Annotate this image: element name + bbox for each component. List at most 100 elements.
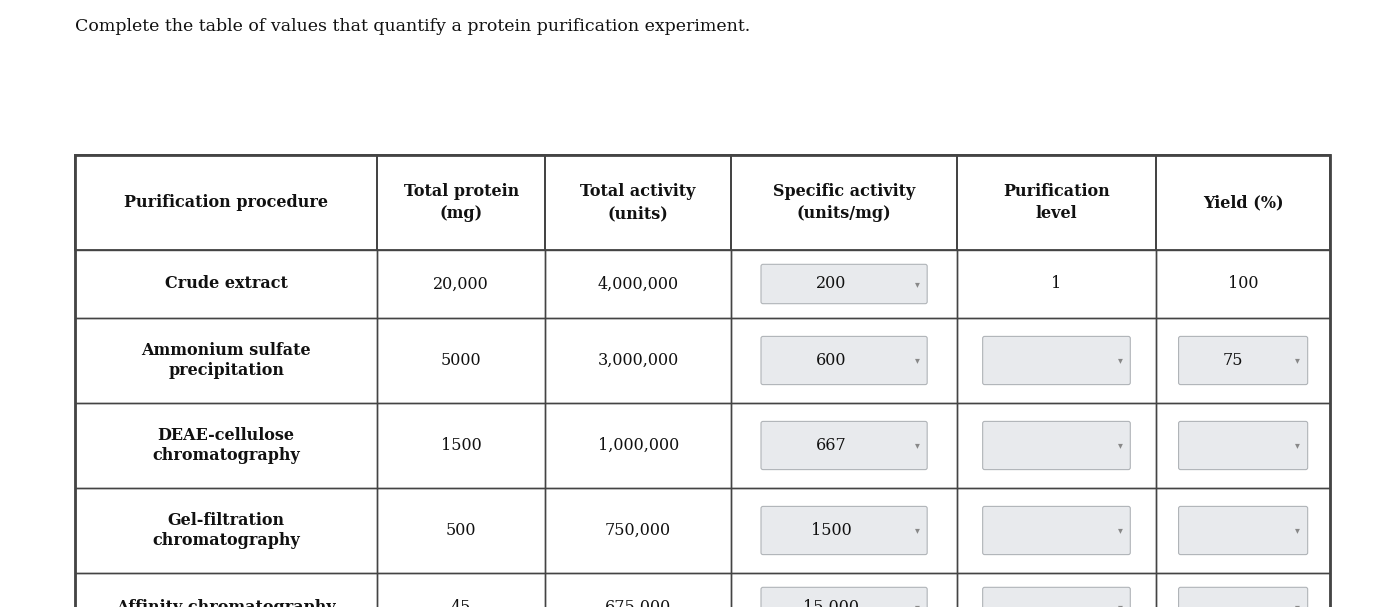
Text: Crude extract: Crude extract <box>165 276 287 293</box>
Text: 750,000: 750,000 <box>605 522 671 539</box>
Text: 100: 100 <box>1227 276 1258 293</box>
Text: 45: 45 <box>451 599 472 607</box>
FancyBboxPatch shape <box>761 506 927 555</box>
Bar <box>957 403 1157 488</box>
Bar <box>1157 488 1330 573</box>
Bar <box>1157 403 1330 488</box>
Bar <box>545 403 731 488</box>
Text: Affinity chromatography: Affinity chromatography <box>117 599 336 607</box>
FancyBboxPatch shape <box>982 506 1130 555</box>
Text: 15,000: 15,000 <box>803 599 859 607</box>
Text: (units): (units) <box>608 205 669 222</box>
Bar <box>957 250 1157 318</box>
Text: (units/mg): (units/mg) <box>796 205 892 222</box>
Bar <box>957 573 1157 607</box>
Bar <box>957 318 1157 403</box>
Text: 667: 667 <box>816 437 846 454</box>
Text: 1,000,000: 1,000,000 <box>598 437 678 454</box>
Bar <box>75 488 377 573</box>
Text: 75: 75 <box>1223 352 1243 369</box>
Bar <box>731 318 957 403</box>
Text: Gel-filtration: Gel-filtration <box>168 512 284 529</box>
Bar <box>377 488 545 573</box>
Bar <box>1157 155 1330 250</box>
Bar <box>377 155 545 250</box>
Text: Ammonium sulfate: Ammonium sulfate <box>141 342 311 359</box>
Bar <box>75 573 377 607</box>
Text: ▾: ▾ <box>915 526 920 535</box>
Text: ▾: ▾ <box>915 441 920 450</box>
Bar <box>377 318 545 403</box>
Text: ▾: ▾ <box>1118 441 1122 450</box>
Bar <box>957 155 1157 250</box>
Text: Specific activity: Specific activity <box>773 183 915 200</box>
Text: Complete the table of values that quantify a protein purification experiment.: Complete the table of values that quanti… <box>75 18 750 35</box>
Text: ▾: ▾ <box>1295 441 1300 450</box>
Bar <box>545 318 731 403</box>
Bar <box>731 155 957 250</box>
Text: 4,000,000: 4,000,000 <box>598 276 678 293</box>
Text: 1500: 1500 <box>441 437 481 454</box>
Bar <box>731 573 957 607</box>
Text: 1500: 1500 <box>811 522 852 539</box>
Text: (mg): (mg) <box>440 205 483 222</box>
Text: 5000: 5000 <box>441 352 481 369</box>
Bar <box>545 155 731 250</box>
Bar <box>731 403 957 488</box>
FancyBboxPatch shape <box>982 336 1130 385</box>
Text: Yield (%): Yield (%) <box>1203 194 1283 211</box>
Text: 1: 1 <box>1051 276 1061 293</box>
FancyBboxPatch shape <box>761 264 927 304</box>
Text: 600: 600 <box>816 352 846 369</box>
Bar <box>545 573 731 607</box>
Text: DEAE-cellulose: DEAE-cellulose <box>158 427 295 444</box>
Bar <box>377 403 545 488</box>
Bar <box>75 155 1330 607</box>
Text: Total activity: Total activity <box>580 183 696 200</box>
Bar <box>75 318 377 403</box>
Text: ▾: ▾ <box>1295 526 1300 535</box>
Text: level: level <box>1036 205 1078 222</box>
Text: 675,000: 675,000 <box>605 599 671 607</box>
Bar <box>75 250 377 318</box>
Bar <box>1157 573 1330 607</box>
Text: 20,000: 20,000 <box>433 276 490 293</box>
FancyBboxPatch shape <box>1179 588 1308 607</box>
FancyBboxPatch shape <box>761 588 927 607</box>
Bar <box>545 250 731 318</box>
Text: Purification: Purification <box>1003 183 1110 200</box>
Bar <box>1157 250 1330 318</box>
Bar <box>75 403 377 488</box>
FancyBboxPatch shape <box>982 588 1130 607</box>
Text: 200: 200 <box>816 276 846 293</box>
Text: ▾: ▾ <box>1295 602 1300 607</box>
FancyBboxPatch shape <box>1179 506 1308 555</box>
Bar <box>75 155 377 250</box>
Text: chromatography: chromatography <box>153 532 300 549</box>
Text: ▾: ▾ <box>915 279 920 289</box>
Bar <box>731 488 957 573</box>
FancyBboxPatch shape <box>761 421 927 470</box>
Text: ▾: ▾ <box>1118 602 1122 607</box>
Text: Purification procedure: Purification procedure <box>125 194 329 211</box>
Text: ▾: ▾ <box>1118 356 1122 365</box>
Bar <box>377 573 545 607</box>
Bar <box>1157 318 1330 403</box>
Text: ▾: ▾ <box>1118 526 1122 535</box>
Text: chromatography: chromatography <box>153 447 300 464</box>
Bar <box>545 488 731 573</box>
Text: 3,000,000: 3,000,000 <box>598 352 678 369</box>
Text: ▾: ▾ <box>1295 356 1300 365</box>
Text: precipitation: precipitation <box>168 362 284 379</box>
Bar <box>377 250 545 318</box>
FancyBboxPatch shape <box>761 336 927 385</box>
FancyBboxPatch shape <box>982 421 1130 470</box>
Text: ▾: ▾ <box>915 602 920 607</box>
Text: ▾: ▾ <box>915 356 920 365</box>
Bar <box>731 250 957 318</box>
FancyBboxPatch shape <box>1179 421 1308 470</box>
Text: Total protein: Total protein <box>404 183 519 200</box>
Bar <box>957 488 1157 573</box>
Text: 500: 500 <box>445 522 476 539</box>
FancyBboxPatch shape <box>1179 336 1308 385</box>
